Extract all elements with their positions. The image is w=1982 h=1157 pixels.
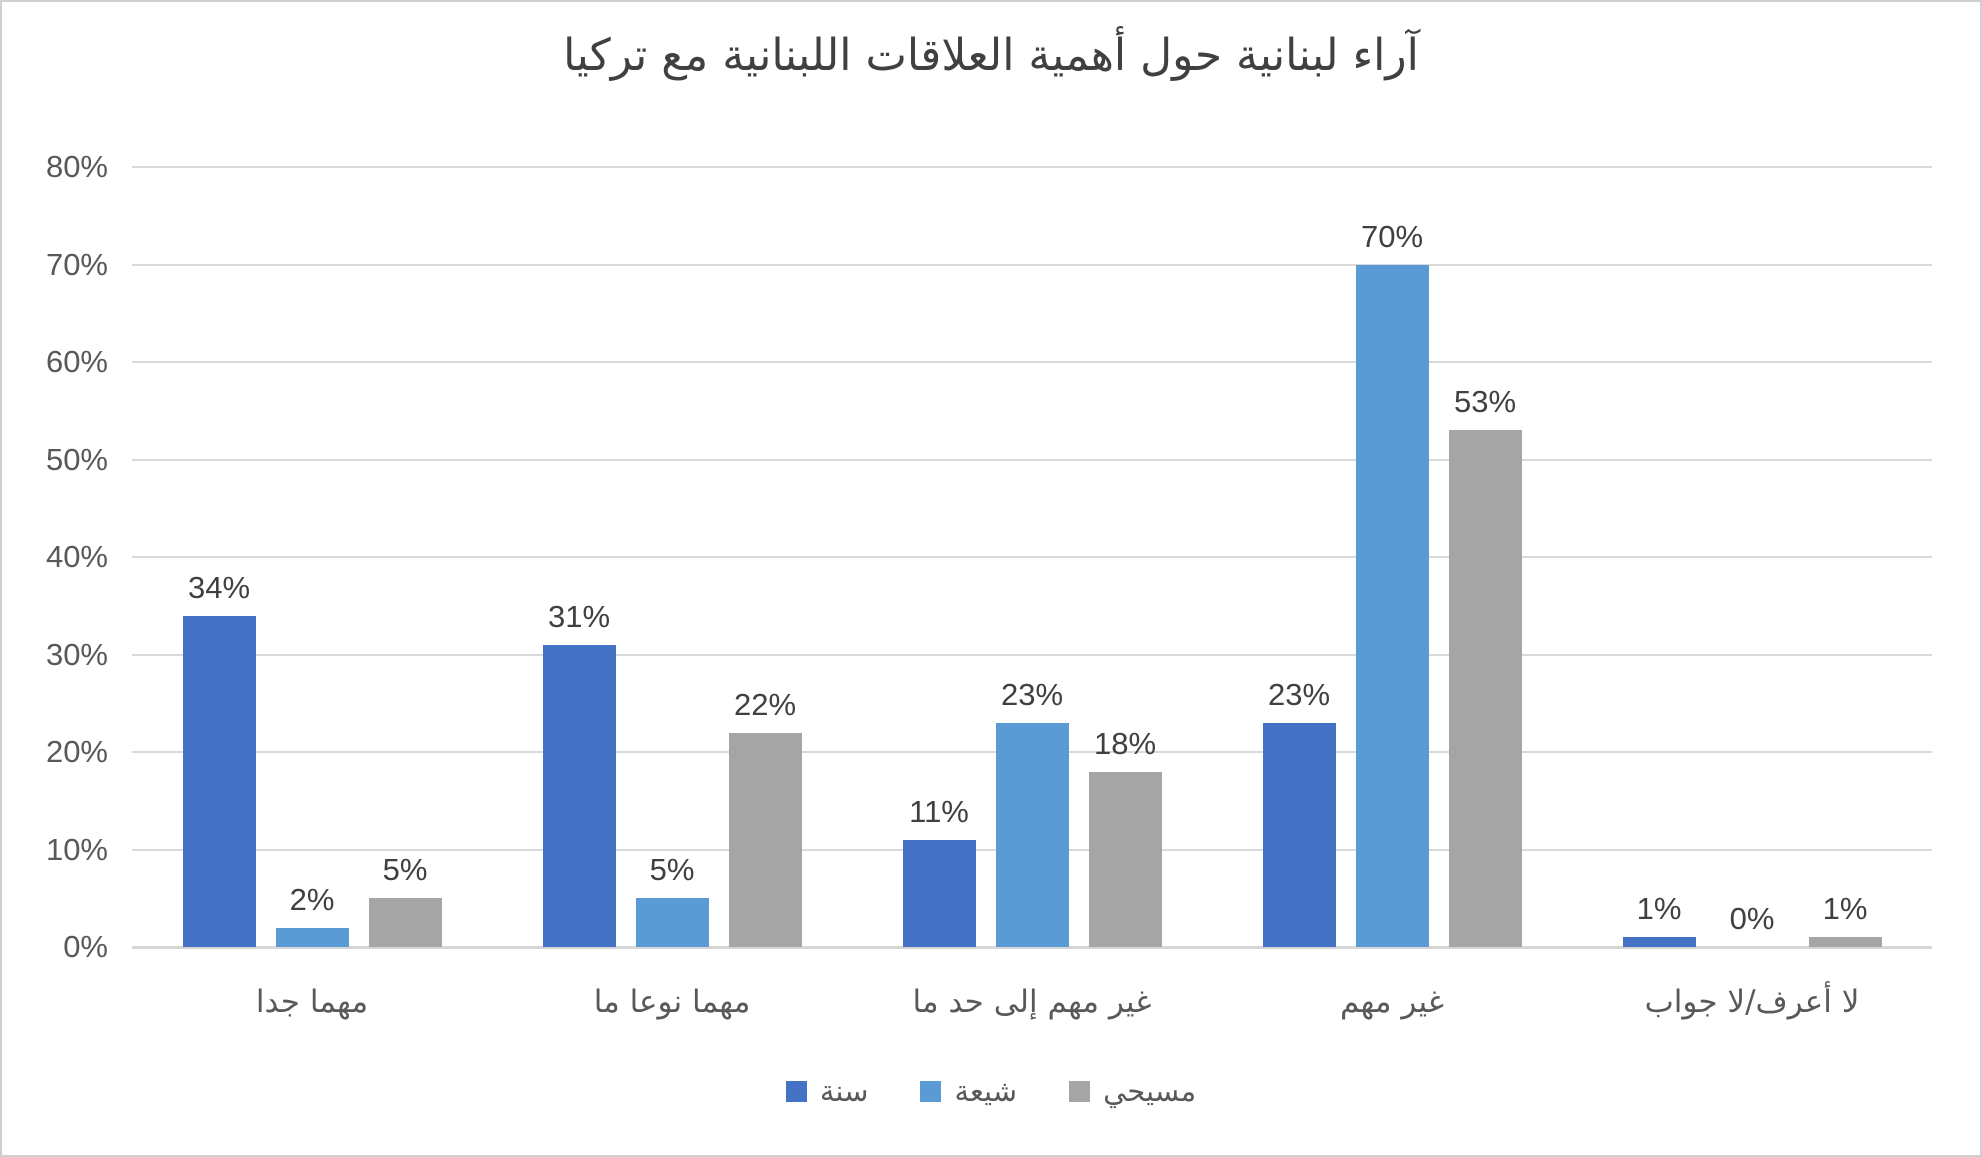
gridline	[132, 556, 1932, 558]
bar-value-label: 34%	[187, 569, 251, 605]
bar-value-label: 11%	[909, 793, 969, 829]
bar-value-label: 0%	[1729, 901, 1775, 936]
bar-شيعة-2	[635, 898, 709, 947]
legend-label: شيعة	[954, 1074, 1018, 1108]
bar-value-label: 5%	[382, 852, 428, 888]
legend-item-مسيحي: مسيحي	[1069, 1074, 1196, 1108]
legend-label: سنة	[819, 1074, 869, 1108]
bar-سنة-1	[182, 615, 256, 947]
y-axis-tick-label: 0%	[63, 929, 108, 964]
category-label: مهما جدا	[255, 984, 369, 1020]
bar-مسيحي-4	[1448, 430, 1522, 947]
gridline	[132, 361, 1932, 363]
chart-legend: سنة شيعة مسيحي	[2, 1074, 1980, 1108]
legend-swatch-icon	[920, 1080, 942, 1102]
legend-item-سنة: سنة	[785, 1074, 869, 1108]
bar-value-label: 31%	[547, 598, 611, 634]
bar-value-label: 22%	[733, 686, 797, 722]
category-label: غير مهم	[1339, 984, 1445, 1020]
bar-شيعة-1	[275, 927, 349, 947]
bar-value-label: 23%	[1267, 676, 1331, 712]
bar-سنة-3	[902, 839, 976, 947]
y-axis-tick-label: 40%	[45, 539, 108, 574]
y-axis-tick-label: 80%	[45, 149, 108, 184]
bar-value-label: 5%	[649, 852, 695, 888]
category-label: لا أعرف/لا جواب	[1644, 984, 1860, 1020]
bar-شيعة-3	[995, 722, 1069, 947]
gridline	[132, 263, 1932, 266]
y-axis-tick-label: 20%	[45, 734, 108, 769]
category-label: غير مهم إلى حد ما	[912, 984, 1152, 1020]
y-axis-tick-label: 60%	[45, 344, 108, 379]
legend-label: مسيحي	[1103, 1074, 1197, 1108]
bar-شيعة-4	[1355, 264, 1429, 947]
y-axis-tick-label: 70%	[45, 246, 108, 282]
bar-سنة-4	[1262, 722, 1336, 947]
legend-swatch-icon	[785, 1080, 807, 1102]
y-axis-tick-label: 30%	[45, 636, 108, 672]
bar-value-label: 23%	[1000, 676, 1064, 712]
gridline	[132, 458, 1932, 461]
bar-value-label: 1%	[1636, 891, 1682, 927]
bar-سنة-2	[542, 644, 616, 947]
chart-title: آراء لبنانية حول أهمية العلاقات اللبناني…	[563, 30, 1419, 81]
gridline	[132, 653, 1932, 656]
bar-value-label: 18%	[1093, 725, 1157, 761]
bar-value-label: 1%	[1822, 891, 1868, 927]
y-axis-tick-label: 50%	[45, 441, 108, 477]
bar-مسيحي-1	[368, 898, 442, 947]
bar-value-label: 70%	[1360, 218, 1424, 254]
legend-swatch-icon	[1069, 1080, 1091, 1102]
y-axis-tick-label: 10%	[45, 831, 108, 867]
bar-مسيحي-5	[1808, 937, 1882, 947]
category-label: مهما نوعا ما	[593, 984, 751, 1020]
gridline	[132, 166, 1932, 168]
bar-value-label: 2%	[289, 881, 335, 917]
legend-item-شيعة: شيعة	[920, 1074, 1017, 1108]
bar-value-label: 53%	[1453, 384, 1517, 420]
bar-مسيحي-3	[1088, 771, 1162, 947]
x-axis-line	[132, 946, 1932, 949]
bar-سنة-5	[1622, 937, 1696, 947]
bar-مسيحي-2	[728, 732, 802, 947]
